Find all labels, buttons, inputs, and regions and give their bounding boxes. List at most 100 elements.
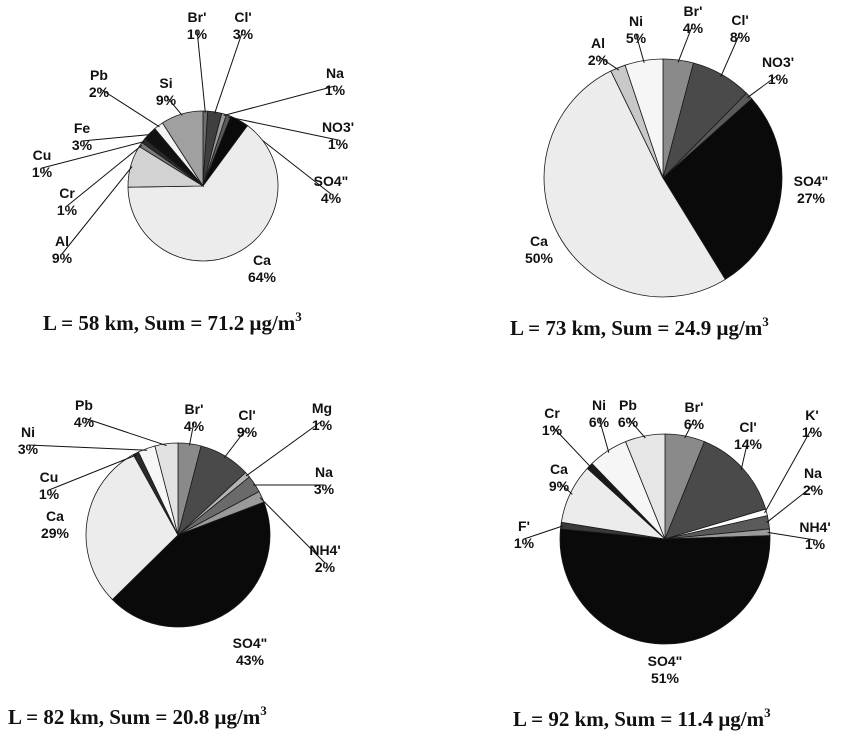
slice-percent: 1%: [514, 535, 535, 551]
leader-line: [81, 133, 151, 142]
slice-label: Cl' 14%: [734, 419, 763, 452]
slice-name: SO4": [794, 173, 829, 189]
pie-slice: [85, 454, 179, 601]
leader-line: [223, 427, 248, 458]
slice-name: Mg: [312, 400, 332, 416]
pie-slice: [662, 98, 783, 280]
slice-percent: 2%: [315, 559, 336, 575]
leader-line: [747, 74, 779, 98]
slice-percent: 9%: [52, 250, 73, 266]
chart-caption-92km: L = 92 km, Sum = 11.4 μg/m3: [513, 705, 771, 731]
leader-line: [223, 85, 336, 116]
slice-label: Ca 64%: [248, 252, 277, 285]
slice-percent: 29%: [41, 525, 70, 541]
slice-label: Ca 50%: [525, 233, 554, 266]
slice-name: Br': [185, 401, 204, 417]
leader-line: [598, 417, 610, 453]
pie-slice: [543, 70, 726, 298]
pie-slice: [625, 433, 666, 540]
slice-percent: 4%: [321, 190, 342, 206]
leader-line: [245, 420, 323, 477]
slice-name: SO4": [233, 635, 268, 651]
pie-slice: [127, 125, 279, 262]
slice-name: Br': [685, 399, 704, 415]
slice-label: Na 1%: [325, 65, 346, 98]
slice-percent: 64%: [248, 269, 277, 285]
pie-chart-82km: Br' 4%Cl' 9%Mg 1%Na 3%NH4' 2%SO4" 43%Ca 29%Cu 1%…: [18, 397, 341, 668]
chart-caption-82km: L = 82 km, Sum = 20.8 μg/m3: [8, 703, 267, 729]
slice-percent: 50%: [525, 250, 554, 266]
slice-name: Na: [804, 465, 822, 481]
slice-percent: 14%: [734, 436, 763, 452]
slice-percent: 1%: [325, 82, 346, 98]
slice-percent: 3%: [314, 481, 335, 497]
slice-percent: 1%: [32, 164, 53, 180]
slice-label: Ca 9%: [549, 461, 570, 494]
slice-label: Br' 4%: [683, 3, 704, 36]
slice-percent: 9%: [156, 92, 177, 108]
chart-caption-73km: L = 73 km, Sum = 24.9 μg/m3: [510, 314, 769, 340]
leader-line: [558, 481, 573, 495]
slice-percent: 1%: [802, 424, 823, 440]
slice-name: Br': [188, 9, 207, 25]
leader-line: [259, 497, 326, 564]
chart-caption-58km: L = 58 km, Sum = 71.2 μg/m3: [43, 309, 302, 335]
slice-percent: 4%: [683, 20, 704, 36]
slice-name: Ca: [253, 252, 271, 268]
slice-label: NH4' 1%: [799, 519, 830, 552]
slice-label: Ni 6%: [589, 397, 610, 430]
leader-line: [597, 55, 620, 71]
slice-name: F': [518, 518, 530, 534]
leader-line: [523, 525, 564, 540]
slice-name: Al: [55, 233, 69, 249]
slice-name: Ni: [629, 13, 643, 29]
slice-name: Ca: [46, 508, 64, 524]
slice-percent: 1%: [768, 71, 789, 87]
slice-label: Cu 1%: [32, 147, 53, 180]
slice-label: Cl' 9%: [237, 407, 258, 440]
leader-line: [677, 23, 694, 63]
slice-label: SO4" 27%: [794, 173, 829, 206]
slice-name: NH4': [309, 542, 340, 558]
slice-percent: 9%: [549, 478, 570, 494]
leader-line: [196, 29, 206, 113]
slice-name: Si: [159, 75, 172, 91]
leader-line: [165, 95, 183, 116]
pie-slice: [154, 442, 179, 536]
slice-name: Cu: [33, 147, 52, 163]
slice-percent: 1%: [57, 202, 78, 218]
slice-label: Mg 1%: [312, 400, 333, 433]
pie-slice: [111, 501, 271, 628]
slice-name: Br': [684, 3, 703, 19]
slice-name: Cl': [238, 407, 255, 423]
slice-label: Cr 1%: [57, 185, 78, 218]
leader-line: [684, 419, 695, 439]
slice-label: Na 3%: [314, 464, 335, 497]
slice-percent: 27%: [797, 190, 826, 206]
slice-percent: 2%: [803, 482, 824, 498]
slice-label: Cl' 3%: [233, 9, 254, 42]
leader-line: [228, 116, 339, 141]
slice-name: NH4': [799, 519, 830, 535]
leader-line: [41, 141, 145, 169]
slice-percent: 1%: [312, 417, 333, 433]
slice-name: Ni: [21, 424, 35, 440]
slice-name: Cl': [739, 419, 756, 435]
slice-label: SO4" 51%: [648, 653, 683, 686]
leader-line: [48, 454, 137, 491]
slice-label: Ni 3%: [18, 424, 39, 457]
slice-label: Fe 3%: [72, 120, 93, 153]
slice-percent: 1%: [542, 422, 563, 438]
slice-percent: 43%: [236, 652, 265, 668]
leader-line: [720, 32, 741, 77]
slice-percent: 2%: [588, 52, 609, 68]
slice-label: K' 1%: [802, 407, 823, 440]
slice-percent: 5%: [626, 30, 647, 46]
slice-percent: 2%: [89, 84, 110, 100]
slice-name: Cl': [234, 9, 251, 25]
slice-label: Al 9%: [52, 233, 73, 266]
slice-percent: 3%: [18, 441, 39, 457]
leader-line: [766, 485, 814, 523]
leader-line: [66, 144, 143, 207]
